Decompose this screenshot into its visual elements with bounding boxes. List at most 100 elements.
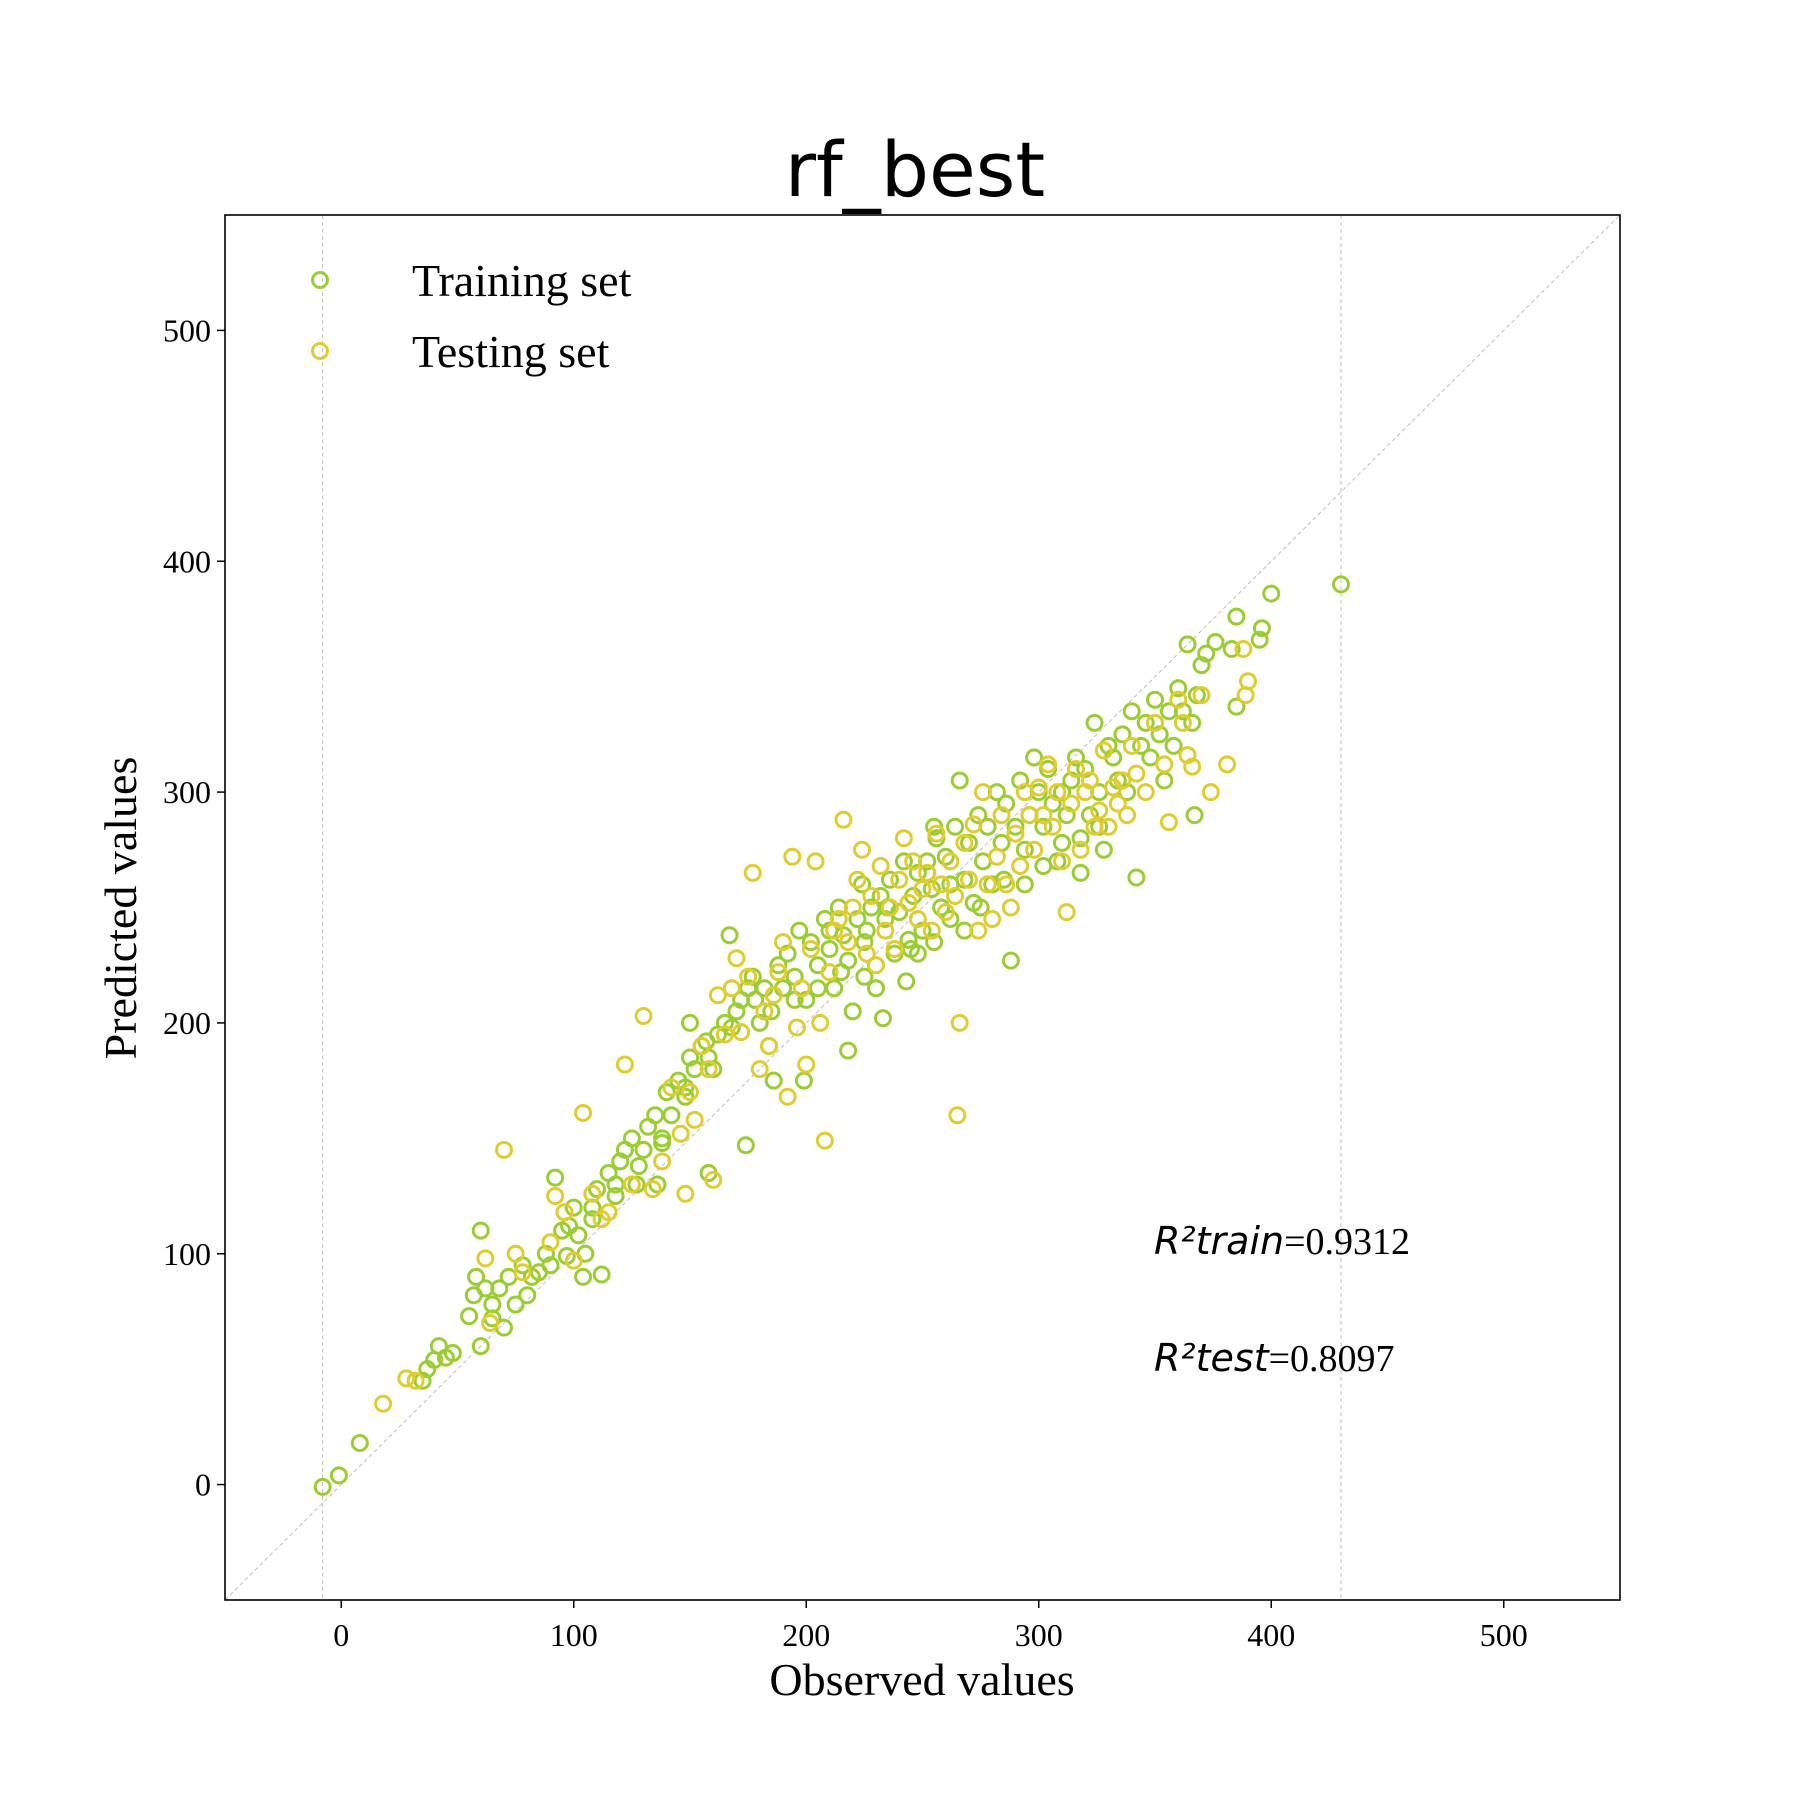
data-point	[574, 1267, 593, 1286]
r2-train-value: =0.9312	[1284, 1221, 1410, 1263]
y-tick-label: 100	[163, 1236, 211, 1272]
data-point	[495, 1140, 513, 1159]
data-point	[899, 893, 918, 912]
r2-test-label: R²test	[1154, 1336, 1271, 1380]
data-point	[1227, 697, 1246, 716]
data-point	[1094, 840, 1113, 859]
data-point	[1227, 607, 1246, 626]
plot-frame	[224, 214, 1621, 1601]
data-point	[843, 898, 862, 917]
data-point	[629, 1157, 648, 1176]
y-tick-label: 300	[163, 774, 211, 810]
data-point	[622, 1129, 641, 1148]
legend-item-testing: Testing set	[311, 326, 610, 377]
data-point	[443, 1344, 462, 1363]
data-point	[1127, 764, 1146, 783]
data-point	[960, 870, 978, 889]
data-point	[787, 1018, 806, 1037]
data-point	[653, 1129, 672, 1148]
data-point	[1071, 863, 1090, 882]
data-point	[715, 1025, 734, 1044]
data-point	[506, 1295, 525, 1314]
data-point	[406, 1371, 425, 1390]
data-point	[467, 1267, 486, 1286]
data-point	[801, 940, 820, 959]
data-point	[1113, 771, 1132, 790]
data-point	[476, 1249, 495, 1268]
data-point	[1094, 741, 1113, 760]
x-axis-label: Observed values	[769, 1654, 1074, 1705]
data-point	[853, 840, 872, 859]
data-point	[1155, 755, 1174, 774]
data-point	[481, 1314, 500, 1332]
data-point	[797, 1055, 816, 1074]
data-point	[894, 852, 913, 871]
data-point	[599, 1203, 618, 1222]
legend-marker-training	[311, 271, 329, 289]
y-tick-label: 500	[163, 312, 211, 348]
data-point	[1006, 817, 1025, 836]
legend-item-training: Training set	[311, 255, 632, 306]
data-point	[653, 1152, 672, 1171]
data-point	[739, 967, 758, 986]
data-point	[622, 1175, 641, 1194]
data-point	[790, 921, 809, 940]
data-point	[646, 1106, 665, 1125]
data-point	[783, 847, 802, 866]
data-point	[1025, 840, 1044, 859]
data-point	[848, 870, 867, 889]
data-point	[862, 886, 881, 905]
data-point	[873, 1009, 892, 1028]
data-point	[1183, 757, 1202, 776]
data-point	[1155, 771, 1174, 790]
data-point	[350, 1434, 369, 1453]
data-point	[564, 1251, 583, 1270]
data-point	[843, 1002, 862, 1021]
data-point	[671, 1124, 690, 1143]
data-point	[764, 986, 783, 1005]
data-point	[885, 940, 904, 959]
data-point	[973, 783, 992, 802]
data-point	[1057, 903, 1076, 922]
data-point	[662, 1078, 681, 1097]
r2-test-value: =0.8097	[1269, 1338, 1395, 1380]
data-point	[955, 833, 974, 852]
data-point	[490, 1279, 509, 1298]
data-point	[969, 806, 988, 825]
data-point	[1136, 783, 1155, 802]
data-point	[634, 1140, 653, 1159]
data-point	[471, 1221, 490, 1240]
data-point	[1043, 817, 1062, 836]
data-point	[685, 1110, 704, 1129]
data-point	[732, 1023, 751, 1042]
data-point	[987, 847, 1006, 866]
guide-lines	[224, 214, 1621, 1601]
data-point	[662, 1106, 681, 1125]
data-point	[313, 1477, 332, 1496]
data-point	[676, 1087, 695, 1106]
data-point	[1034, 856, 1053, 875]
data-point	[971, 898, 990, 917]
data-point	[769, 963, 788, 982]
data-point	[736, 1136, 755, 1155]
data-point	[1113, 725, 1132, 744]
data-point	[750, 1060, 769, 1079]
data-point	[1136, 713, 1155, 732]
x-tick-label: 400	[1247, 1617, 1295, 1653]
legend: Training set Testing set	[311, 255, 632, 377]
data-point	[1053, 833, 1071, 852]
data-point	[922, 880, 941, 899]
data-point	[950, 1013, 969, 1032]
data-point	[1141, 748, 1160, 767]
data-point	[1039, 755, 1058, 774]
data-point	[857, 944, 876, 963]
data-point	[708, 986, 727, 1005]
data-point	[1252, 619, 1271, 638]
data-point	[1015, 840, 1034, 859]
x-tick-label: 300	[1015, 1617, 1063, 1653]
data-point	[676, 1184, 695, 1203]
data-point	[853, 875, 872, 894]
legend-label-training: Training set	[412, 255, 632, 306]
identity-line	[224, 214, 1621, 1601]
data-point	[839, 1041, 858, 1060]
